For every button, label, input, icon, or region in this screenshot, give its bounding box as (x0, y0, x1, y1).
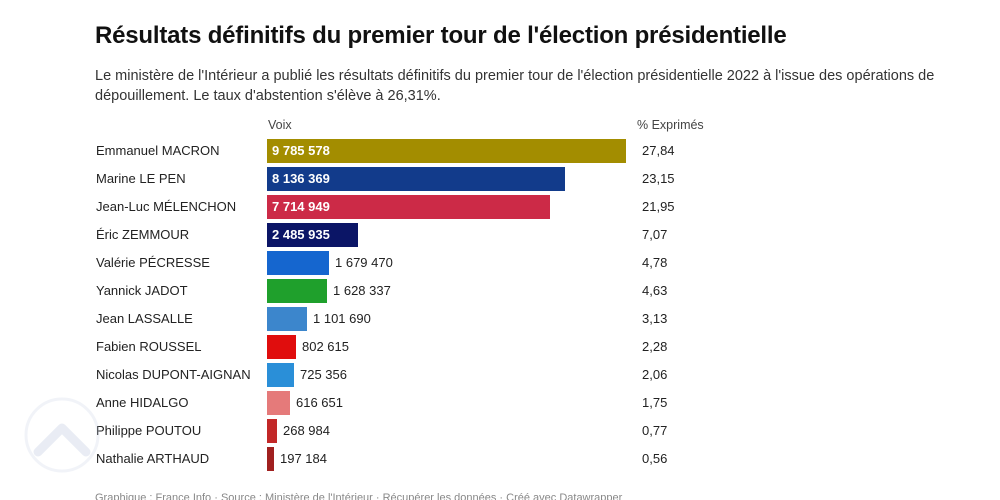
column-header-votes: Voix (268, 118, 292, 132)
candidate-name: Emmanuel MACRON (96, 143, 220, 158)
bar (267, 195, 550, 219)
bar-value-label: 197 184 (280, 451, 327, 466)
candidate-name: Anne HIDALGO (96, 395, 189, 410)
candidate-name: Jean-Luc MÉLENCHON (96, 199, 237, 214)
chart-footer: Graphique : France Info · Source : Minis… (95, 492, 623, 500)
column-header-pct: % Exprimés (637, 118, 704, 132)
chart-title: Résultats définitifs du premier tour de … (95, 22, 787, 49)
pct-value: 0,77 (642, 423, 668, 438)
candidate-name: Philippe POUTOU (96, 423, 202, 438)
candidate-name: Jean LASSALLE (96, 311, 193, 326)
bar (267, 363, 294, 387)
pct-value: 21,95 (642, 199, 675, 214)
candidate-name: Yannick JADOT (96, 283, 188, 298)
pct-value: 23,15 (642, 171, 675, 186)
bar-row: Yannick JADOT 1 628 337 4,63 (0, 277, 1000, 305)
bar-row: Jean-Luc MÉLENCHON 7 714 949 21,95 (0, 193, 1000, 221)
bar-row: Marine LE PEN 8 136 369 23,15 (0, 165, 1000, 193)
bar (267, 447, 274, 471)
bar-row: Éric ZEMMOUR 2 485 935 7,07 (0, 221, 1000, 249)
candidate-name: Marine LE PEN (96, 171, 186, 186)
pct-value: 4,63 (642, 283, 668, 298)
chart-subtitle: Le ministère de l'Intérieur a publié les… (95, 68, 935, 104)
pct-value: 27,84 (642, 143, 675, 158)
bar-value-label: 9 785 578 (272, 143, 330, 158)
bar-row: Jean LASSALLE 1 101 690 3,13 (0, 305, 1000, 333)
bar (267, 335, 296, 359)
pct-value: 2,28 (642, 339, 668, 354)
candidate-name: Fabien ROUSSEL (96, 339, 202, 354)
bar (267, 419, 277, 443)
bar (267, 139, 626, 163)
bar-value-label: 725 356 (300, 367, 347, 382)
pct-value: 3,13 (642, 311, 668, 326)
bar-row: Philippe POUTOU 268 984 0,77 (0, 417, 1000, 445)
bar-row: Valérie PÉCRESSE 1 679 470 4,78 (0, 249, 1000, 277)
bar-value-label: 7 714 949 (272, 199, 330, 214)
bar-row: Emmanuel MACRON 9 785 578 27,84 (0, 137, 1000, 165)
bar-value-label: 8 136 369 (272, 171, 330, 186)
bar-value-label: 1 101 690 (313, 311, 371, 326)
bar-rows: Emmanuel MACRON 9 785 578 27,84 Marine LE P… (0, 137, 1000, 477)
bar-row: Nathalie ARTHAUD 197 184 0,56 (0, 445, 1000, 473)
bar (267, 391, 290, 415)
pct-value: 2,06 (642, 367, 668, 382)
bar-value-label: 2 485 935 (272, 227, 330, 242)
bar-row: Fabien ROUSSEL 802 615 2,28 (0, 333, 1000, 361)
bar-row: Nicolas DUPONT-AIGNAN 725 356 2,06 (0, 361, 1000, 389)
candidate-name: Éric ZEMMOUR (96, 227, 190, 242)
candidate-name: Nicolas DUPONT-AIGNAN (96, 367, 251, 382)
pct-value: 1,75 (642, 395, 668, 410)
bar (267, 279, 327, 303)
bar-value-label: 616 651 (296, 395, 343, 410)
pct-value: 0,56 (642, 451, 668, 466)
bar (267, 167, 565, 191)
bar (267, 223, 358, 247)
bar-value-label: 802 615 (302, 339, 349, 354)
pct-value: 7,07 (642, 227, 668, 242)
candidate-name: Nathalie ARTHAUD (96, 451, 210, 466)
scroll-top-icon (24, 397, 100, 473)
bar-value-label: 268 984 (283, 423, 330, 438)
bar (267, 251, 329, 275)
pct-value: 4,78 (642, 255, 668, 270)
bar-value-label: 1 628 337 (333, 283, 391, 298)
bar (267, 307, 307, 331)
candidate-name: Valérie PÉCRESSE (96, 255, 210, 270)
bar-value-label: 1 679 470 (335, 255, 393, 270)
bar-row: Anne HIDALGO 616 651 1,75 (0, 389, 1000, 417)
